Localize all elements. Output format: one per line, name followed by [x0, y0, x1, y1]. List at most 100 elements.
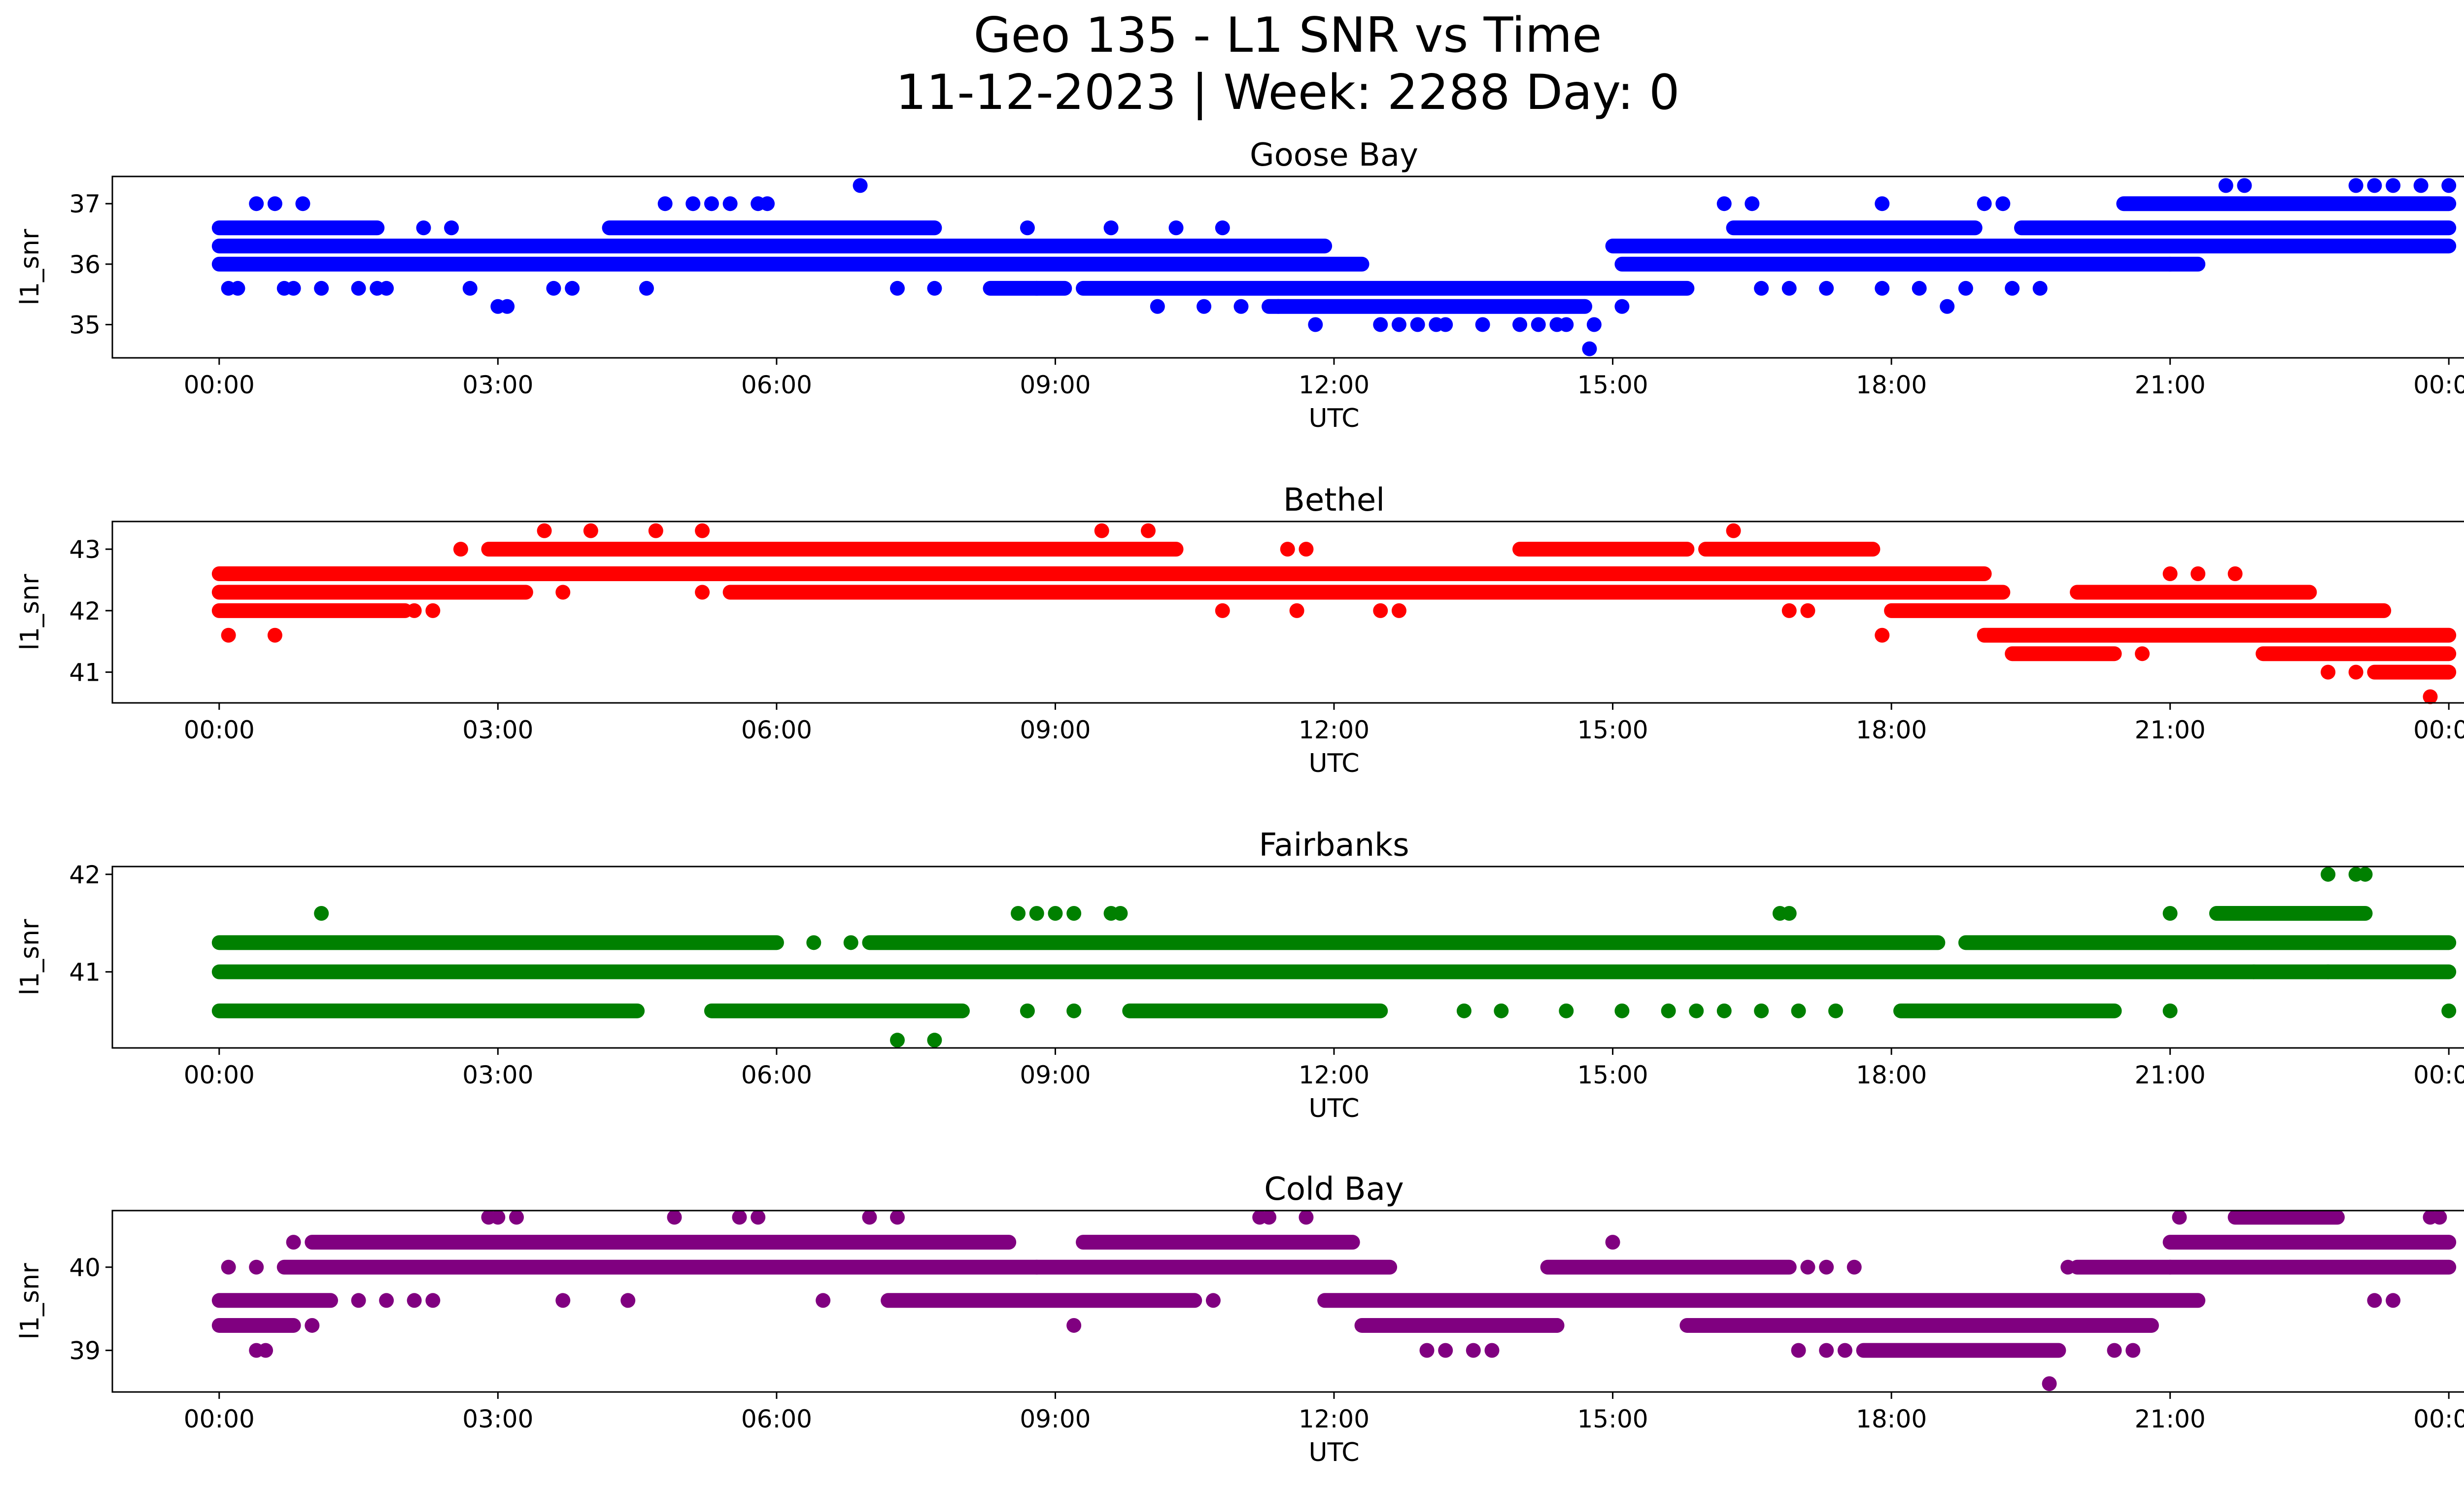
data-point: [1299, 542, 1314, 557]
data-point: [695, 585, 710, 600]
x-tick-label: 18:00: [1856, 716, 1927, 744]
x-tick-label: 15:00: [1577, 371, 1648, 399]
data-point: [1995, 196, 2011, 211]
y-tick-label: 40: [69, 1253, 101, 1282]
data-point: [1726, 523, 1741, 538]
data-point: [1781, 603, 1797, 618]
data-point: [2441, 178, 2457, 193]
data-point: [1837, 1343, 1852, 1358]
data-point: [1828, 1003, 1843, 1018]
data-point: [1875, 280, 1890, 296]
y-axis-label: l1_snr: [15, 229, 45, 306]
data-point: [667, 1210, 682, 1225]
data-point: [1438, 1343, 1453, 1358]
data-point: [1438, 317, 1453, 332]
y-tick-label: 37: [69, 190, 101, 218]
data-point: [2162, 566, 2178, 582]
x-tick-label: 00:00: [2413, 716, 2464, 744]
data-point: [1819, 1343, 1834, 1358]
data-point: [1140, 523, 1156, 538]
data-point: [295, 196, 310, 211]
data-point: [732, 585, 747, 600]
x-tick-label: 12:00: [1299, 716, 1369, 744]
data-point: [1391, 603, 1406, 618]
data-point: [760, 196, 775, 211]
subplot-title: Goose Bay: [1250, 137, 1418, 174]
data-point: [314, 905, 329, 921]
data-point: [1819, 280, 1834, 296]
data-point: [806, 935, 821, 950]
data-point: [1716, 1003, 1732, 1018]
data-point: [1373, 603, 1388, 618]
data-point: [1800, 1259, 1815, 1275]
data-point: [1410, 317, 1425, 332]
data-point: [1754, 1003, 1769, 1018]
data-point: [1977, 196, 1992, 211]
data-point: [751, 1210, 766, 1225]
data-point: [1270, 299, 1286, 314]
data-point: [1168, 220, 1184, 236]
data-point: [555, 1293, 571, 1308]
data-point: [1020, 220, 1035, 236]
x-tick-label: 21:00: [2135, 371, 2206, 399]
data-point: [1150, 299, 1165, 314]
data-point: [425, 603, 441, 618]
data-point: [555, 585, 571, 600]
series-points: [211, 523, 2457, 704]
data-point: [2386, 1293, 2401, 1308]
subplot-bethel: Bethel 00:00 03:00 06:00 09:00 12:00 15:00 18:0…: [15, 482, 2464, 778]
data-point: [407, 603, 422, 618]
data-point: [2386, 178, 2401, 193]
data-point: [1066, 1003, 1082, 1018]
data-point: [1029, 280, 1044, 296]
x-tick-label: 00:00: [2413, 371, 2464, 399]
data-point: [1614, 1003, 1630, 1018]
data-point: [1940, 299, 1955, 314]
data-point: [1215, 220, 1230, 236]
data-point: [1289, 603, 1304, 618]
data-point: [2348, 178, 2363, 193]
data-point: [1373, 317, 1388, 332]
data-point: [1066, 905, 1082, 921]
data-point: [1958, 280, 1973, 296]
axes-frame: [111, 866, 2464, 1049]
data-point: [267, 627, 282, 643]
x-tick-label: 00:00: [184, 1061, 255, 1089]
data-point: [1791, 1003, 1806, 1018]
data-point: [1745, 196, 1760, 211]
data-point: [1689, 1003, 1704, 1018]
data-point: [2367, 1293, 2382, 1308]
x-axis-label: UTC: [1308, 1438, 1359, 1467]
y-tick-label: 35: [69, 311, 101, 340]
x-tick-label: 09:00: [1020, 1405, 1091, 1433]
data-point: [1215, 603, 1230, 618]
data-point: [565, 280, 580, 296]
data-point: [890, 280, 905, 296]
data-point: [379, 1293, 394, 1308]
data-point: [221, 627, 236, 643]
x-tick-label: 18:00: [1856, 371, 1927, 399]
data-point: [1582, 341, 1597, 356]
data-point: [2190, 566, 2206, 582]
data-point: [1819, 1259, 1834, 1275]
series-points: [211, 1210, 2457, 1391]
figure-title-line2: 11-12-2023 | Week: 2288 Day: 0: [895, 65, 1680, 121]
data-point: [416, 220, 431, 236]
data-point: [1531, 317, 1546, 332]
data-point: [1113, 905, 1128, 921]
x-tick-label: 09:00: [1020, 1061, 1091, 1089]
data-point: [2413, 178, 2429, 193]
subplot-fairbanks: Fairbanks 00:00 03:00 06:00 09:00 12:00 15:00 1…: [15, 827, 2464, 1123]
data-point: [639, 280, 654, 296]
x-tick-label: 15:00: [1577, 1061, 1648, 1089]
data-point: [2107, 1343, 2122, 1358]
x-tick-label: 03:00: [462, 1061, 533, 1089]
data-point: [1262, 1210, 1277, 1225]
x-tick-label: 00:00: [184, 1405, 255, 1433]
data-point: [2246, 964, 2261, 979]
y-tick-label: 41: [69, 958, 101, 987]
figure-title-line1: Geo 135 - L1 SNR vs Time: [973, 7, 1602, 64]
data-point: [2321, 867, 2336, 882]
y-tick-label: 39: [69, 1337, 101, 1365]
data-point: [1791, 1343, 1806, 1358]
